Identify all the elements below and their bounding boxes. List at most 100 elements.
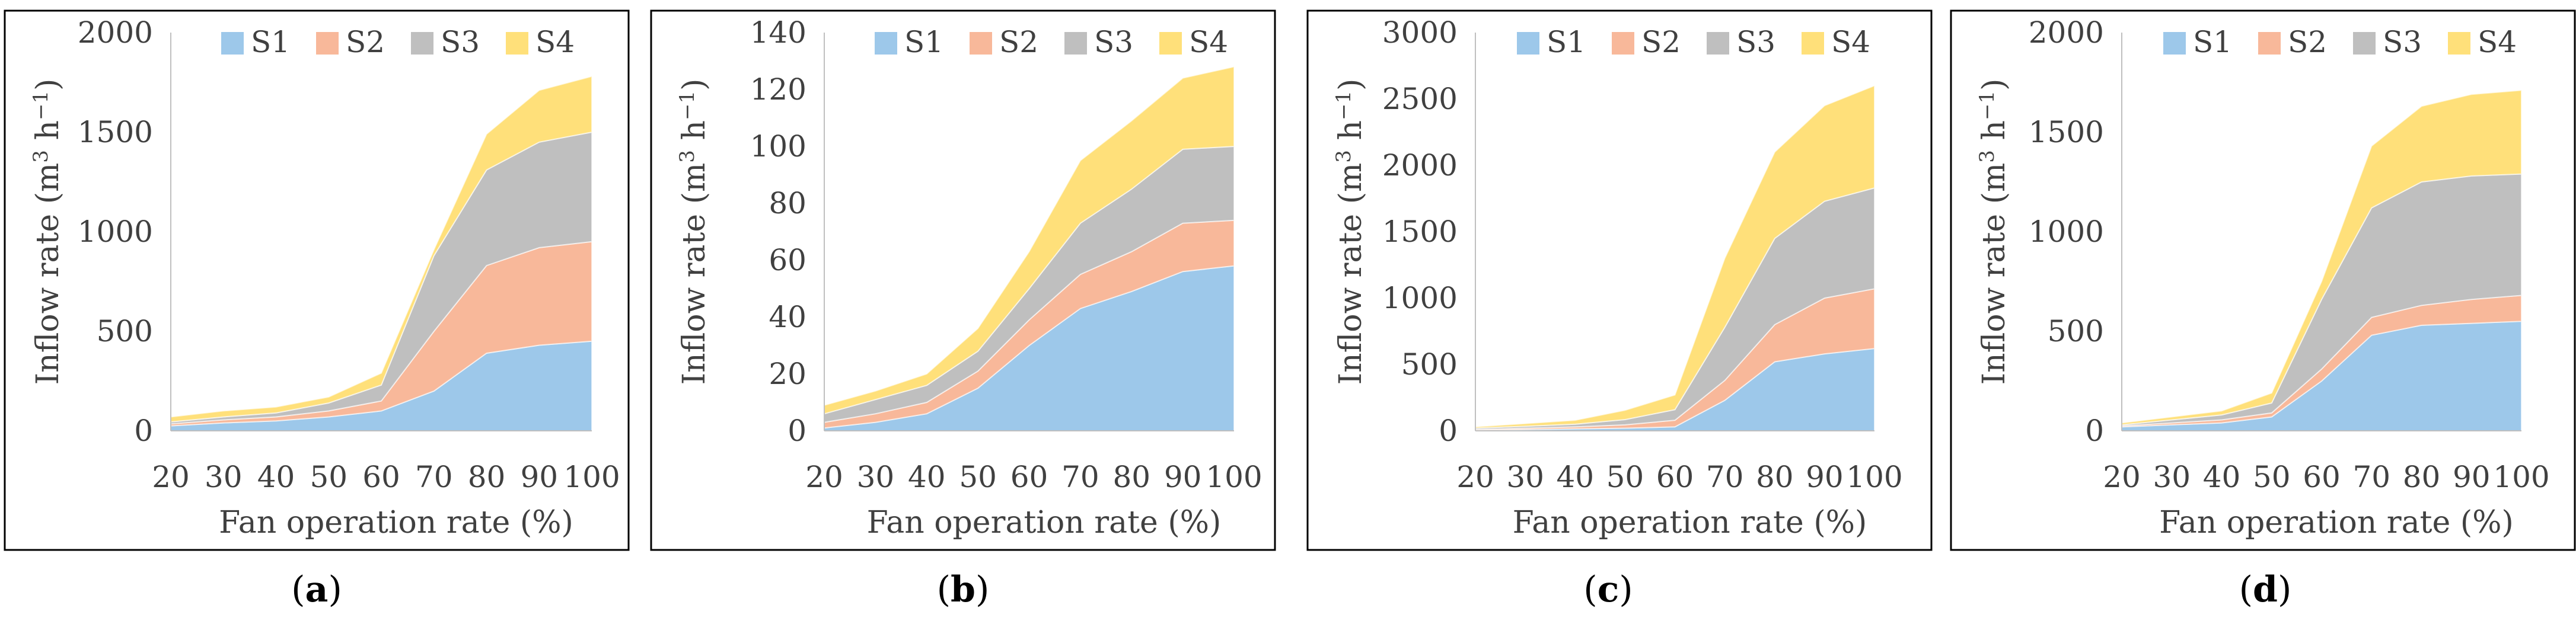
legend-swatch — [2448, 32, 2470, 55]
legend-swatch — [1612, 32, 1634, 55]
y-tick-label: 500 — [1401, 347, 1458, 382]
legend-item-s1: S1 — [221, 25, 290, 59]
y-axis-label: Inflow rate (m3 h−1) — [1332, 79, 1369, 385]
legend-swatch — [2353, 32, 2376, 55]
y-tick-label: 0 — [1439, 414, 1458, 448]
legend-label: S2 — [999, 25, 1038, 59]
x-tick-label: 40 — [908, 460, 946, 494]
legend-swatch — [1707, 32, 1729, 55]
legend-item-s2: S2 — [316, 25, 385, 59]
x-tick-label: 70 — [1061, 460, 1099, 494]
legend-swatch — [2163, 32, 2186, 55]
x-tick-label: 20 — [1456, 460, 1494, 494]
x-tick-label: 50 — [2253, 460, 2291, 494]
y-tick-label: 40 — [769, 300, 806, 334]
x-tick-label: 70 — [1706, 460, 1744, 494]
x-axis-label: Fan operation rate (%) — [1513, 505, 1867, 540]
legend-item-s1: S1 — [1517, 25, 1586, 59]
y-tick-label: 3000 — [1382, 15, 1458, 50]
legend-item-s1: S1 — [2163, 25, 2232, 59]
legend-item-s3: S3 — [411, 25, 480, 59]
panel-label: (b) — [937, 569, 990, 610]
x-tick-label: 50 — [1606, 460, 1644, 494]
x-tick-label: 50 — [959, 460, 997, 494]
x-tick-label: 100 — [1206, 460, 1262, 494]
x-tick-label: 90 — [2453, 460, 2491, 494]
y-tick-label: 1500 — [1382, 215, 1458, 249]
legend-label: S4 — [535, 25, 575, 59]
area-s4 — [824, 66, 1235, 415]
x-tick-label: 60 — [2303, 460, 2341, 494]
legend-item-s3: S3 — [2353, 25, 2422, 59]
legend-swatch — [1064, 32, 1087, 55]
area-s4 — [2121, 89, 2522, 426]
legend-label: S4 — [1189, 25, 1228, 59]
legend-label: S2 — [346, 25, 385, 59]
x-tick-label: 80 — [1756, 460, 1794, 494]
legend-label: S3 — [1094, 25, 1133, 59]
legend-item-s2: S2 — [1612, 25, 1681, 59]
legend-swatch — [411, 32, 433, 55]
x-tick-label: 20 — [2103, 460, 2141, 494]
panel-label: (d) — [2239, 569, 2292, 610]
x-axis-label: Fan operation rate (%) — [867, 505, 1222, 540]
legend-swatch — [1802, 32, 1824, 55]
y-axis-label: Inflow rate (m3 h−1) — [29, 79, 66, 385]
x-axis-label: Fan operation rate (%) — [219, 505, 573, 540]
y-tick-label: 2500 — [1382, 82, 1458, 116]
panel-label: (c) — [1583, 569, 1633, 610]
legend-item-s3: S3 — [1707, 25, 1775, 59]
x-tick-label: 40 — [1556, 460, 1594, 494]
legend-label: S3 — [1736, 25, 1775, 59]
y-tick-label: 1000 — [1382, 281, 1458, 315]
y-tick-label: 2000 — [2029, 15, 2104, 50]
y-tick-label: 80 — [769, 186, 806, 220]
legend-label: S2 — [2288, 25, 2327, 59]
legend-item-s3: S3 — [1064, 25, 1133, 59]
x-tick-label: 100 — [2493, 460, 2549, 494]
legend-label: S1 — [904, 25, 943, 59]
legend-item-s2: S2 — [970, 25, 1038, 59]
legend-item-s4: S4 — [1159, 25, 1228, 59]
legend-item-s4: S4 — [506, 25, 575, 59]
chart-panel-d: 0 500 1000 1500 2000 20 30 40 50 60 70 80 90 100 Fan o… — [1950, 9, 2576, 551]
y-tick-label: 1000 — [2029, 215, 2104, 249]
y-tick-label: 0 — [134, 414, 153, 448]
y-axis-label: Inflow rate (m3 h−1) — [1975, 79, 2012, 385]
x-tick-label: 60 — [362, 460, 400, 494]
x-tick-label: 40 — [257, 460, 295, 494]
legend-label: S1 — [2193, 25, 2232, 59]
y-axis-label: Inflow rate (m3 h−1) — [675, 79, 712, 385]
panel-label: (a) — [291, 569, 342, 610]
x-tick-label: 80 — [468, 460, 506, 494]
y-tick-label: 20 — [769, 357, 806, 391]
y-tick-label: 1500 — [2029, 115, 2104, 149]
legend-swatch — [316, 32, 339, 55]
x-tick-label: 90 — [1806, 460, 1844, 494]
chart-panel-c: 0 500 1000 1500 2000 2500 3000 20 30 40 50 60 70 80 90… — [1306, 9, 1933, 551]
x-tick-label: 80 — [2403, 460, 2441, 494]
area-s4 — [170, 75, 592, 423]
legend-label: S2 — [1641, 25, 1681, 59]
legend-label: S3 — [441, 25, 480, 59]
area-s4 — [1475, 85, 1875, 429]
x-tick-label: 80 — [1112, 460, 1150, 494]
y-tick-label: 100 — [750, 129, 806, 164]
y-tick-label: 500 — [2048, 314, 2104, 348]
legend-swatch — [875, 32, 897, 55]
y-tick-label: 0 — [2085, 414, 2104, 448]
y-tick-label: 1500 — [78, 115, 153, 149]
x-tick-label: 60 — [1656, 460, 1694, 494]
x-tick-label: 40 — [2203, 460, 2241, 494]
legend-swatch — [2258, 32, 2281, 55]
legend-item-s1: S1 — [875, 25, 943, 59]
x-tick-label: 90 — [1164, 460, 1202, 494]
x-tick-label: 70 — [415, 460, 453, 494]
y-tick-label: 0 — [788, 414, 806, 448]
x-axis-label: Fan operation rate (%) — [2159, 505, 2514, 540]
legend-label: S1 — [1547, 25, 1586, 59]
x-tick-label: 90 — [520, 460, 558, 494]
x-tick-label: 30 — [1506, 460, 1544, 494]
